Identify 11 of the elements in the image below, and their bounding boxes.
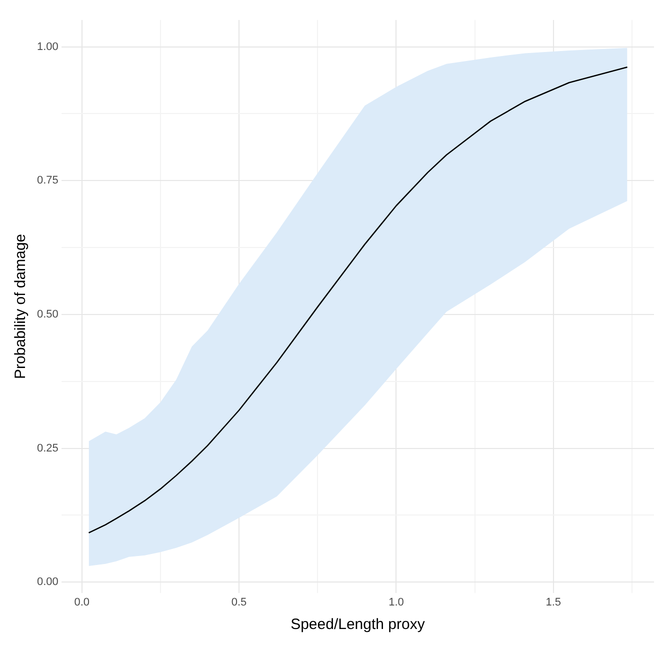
- x-axis-title: Speed/Length proxy: [290, 616, 426, 634]
- y-tick-label: 0.50: [36, 308, 58, 320]
- y-tick-label: 0.00: [36, 576, 58, 588]
- y-tick-label: 0.25: [36, 442, 58, 454]
- y-tick-label: 1.00: [36, 40, 58, 53]
- y-axis-title: Probability of damage: [12, 234, 30, 379]
- x-tick-label: 1.0: [388, 596, 404, 608]
- x-tick-label: 0.5: [231, 596, 247, 608]
- x-tick-label: 1.5: [546, 596, 562, 608]
- x-tick-label: 0.0: [74, 596, 90, 608]
- y-tick-label: 0.75: [36, 174, 58, 187]
